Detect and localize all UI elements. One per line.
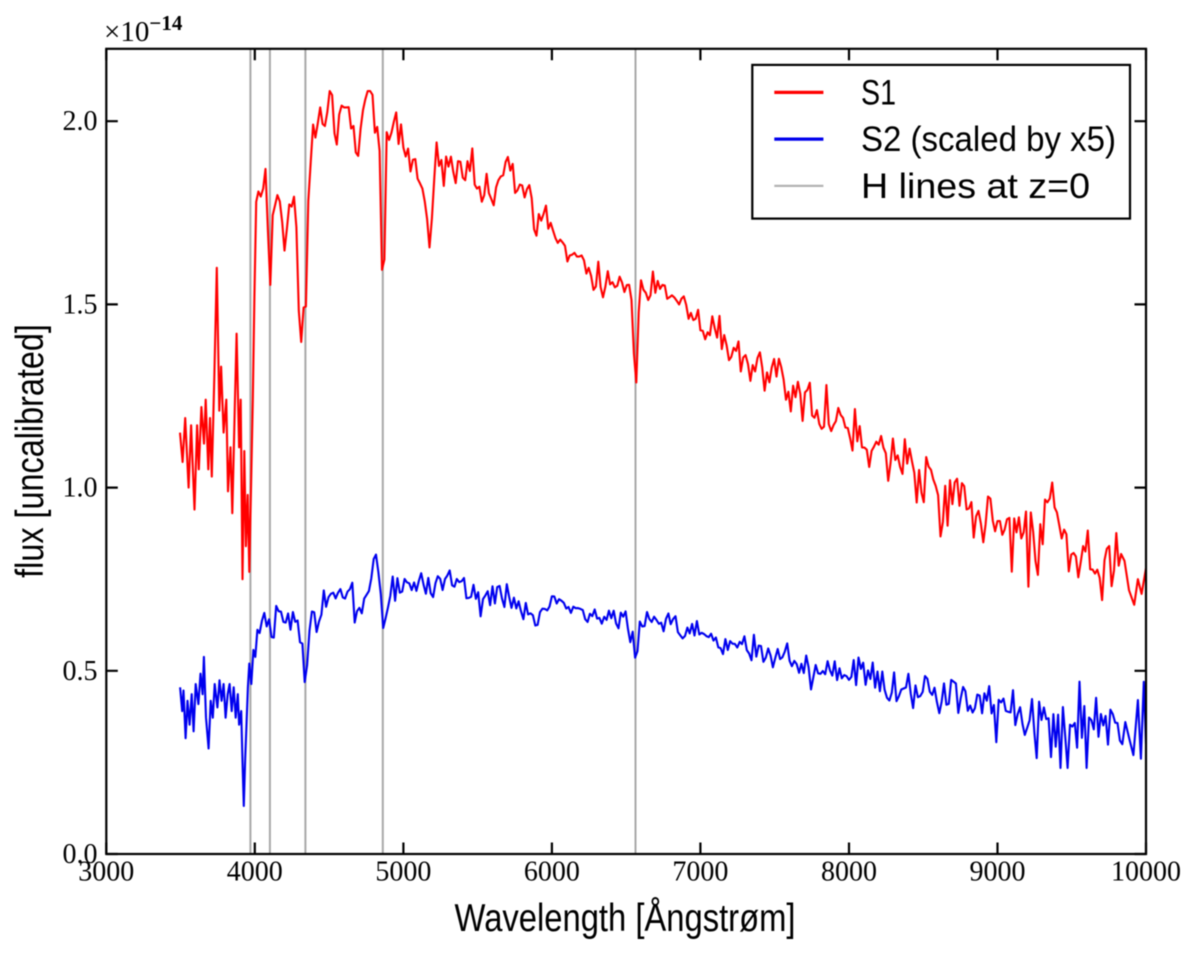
svg-text:5000: 5000 [375, 857, 431, 888]
svg-text:1.0: 1.0 [63, 473, 98, 504]
svg-text:0.0: 0.0 [63, 839, 98, 870]
svg-text:Wavelength [Ångstrøm]: Wavelength [Ångstrøm] [455, 895, 796, 939]
svg-text:1.5: 1.5 [63, 289, 98, 320]
svg-text:2.0: 2.0 [63, 106, 98, 137]
svg-text:H lines at z=0: H lines at z=0 [861, 167, 1090, 206]
svg-text:3000: 3000 [78, 857, 134, 888]
svg-text:0.5: 0.5 [63, 656, 98, 687]
svg-text:×10−14: ×10−14 [104, 11, 183, 48]
svg-text:flux [uncalibrated]: flux [uncalibrated] [8, 324, 52, 578]
svg-text:10000: 10000 [1111, 857, 1181, 888]
svg-text:9000: 9000 [970, 857, 1026, 888]
svg-text:S2 (scaled by x5): S2 (scaled by x5) [861, 120, 1116, 159]
svg-text:6000: 6000 [524, 857, 580, 888]
svg-text:8000: 8000 [821, 857, 877, 888]
svg-text:7000: 7000 [672, 857, 728, 888]
svg-text:4000: 4000 [227, 857, 283, 888]
svg-text:S1: S1 [861, 74, 896, 113]
